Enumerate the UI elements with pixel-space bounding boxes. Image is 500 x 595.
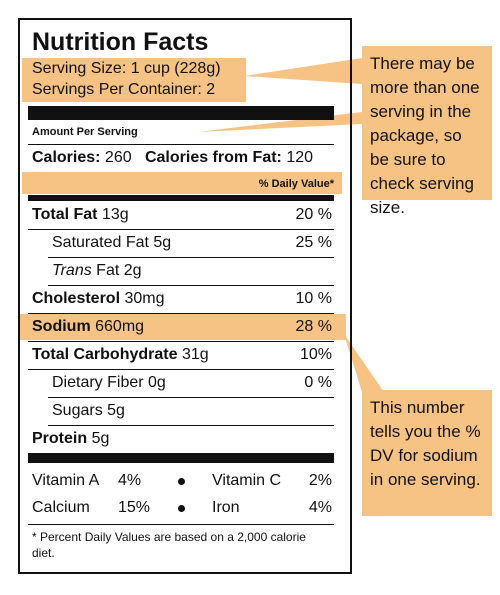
amount-per-serving: Amount Per Serving	[32, 126, 138, 138]
thick-rule	[28, 453, 334, 463]
nutrient-row: Protein 5g	[32, 430, 109, 448]
nutrient-amount: 31g	[181, 346, 209, 363]
nutrient-name: Total Carbohydrate	[32, 346, 178, 363]
calories-value: 260	[104, 149, 132, 166]
nutrient-dv: 20 %	[295, 206, 332, 223]
nutrient-amount: 5g	[153, 234, 172, 251]
rule	[48, 425, 334, 426]
thick-rule	[28, 195, 334, 201]
rule	[28, 313, 334, 314]
vitamin-name: Calcium	[32, 499, 90, 516]
callout: There may be more than one serving in th…	[362, 46, 492, 217]
rule	[28, 229, 334, 230]
nutrient-row: Saturated Fat 5g	[52, 234, 171, 252]
callout: This number tells you the % DV for sodiu…	[362, 390, 492, 516]
nutrient-dv: 10 %	[295, 290, 332, 307]
nutrient-name: Total Fat	[32, 206, 98, 223]
nutrient-row: Trans Fat 2g	[52, 262, 142, 280]
calories-label: Calories:	[32, 149, 101, 166]
servings-per-container: Servings Per Container: 2	[32, 81, 216, 98]
nutrient-name: Saturated Fat	[52, 234, 149, 251]
nutrient-amount: 2g	[123, 262, 142, 279]
vitamin-dv: 4%	[308, 499, 332, 516]
rule	[48, 257, 334, 258]
dv-band	[22, 172, 342, 194]
nutrient-row: Dietary Fiber 0g	[52, 374, 166, 392]
nutrient-name: Dietary Fiber	[52, 374, 144, 391]
nutrient-amount: 5g	[107, 402, 125, 419]
vitamin-name: Vitamin A	[32, 472, 100, 489]
serving-highlight	[22, 58, 246, 102]
label-frame	[18, 18, 352, 574]
vitamin-name: Iron	[212, 499, 240, 516]
vitamin-dv: 15%	[118, 499, 151, 516]
bullet	[178, 478, 185, 485]
nutrient-italic: Trans	[52, 262, 92, 279]
nutrient-row: Cholesterol 30mg	[32, 290, 165, 308]
thick-rule	[28, 106, 334, 120]
nutrient-name: Sugars	[52, 402, 103, 419]
nutrient-row: Total Fat 13g	[32, 206, 129, 224]
pointer	[244, 58, 362, 84]
vitamin-dv: 2%	[308, 472, 332, 489]
nutrient-name: Fat	[96, 262, 120, 279]
pointer	[344, 334, 384, 392]
nutrient-row: Sodium 660mg	[32, 318, 144, 336]
rule	[48, 285, 334, 286]
nutrient-name: Protein	[32, 430, 88, 447]
vitamin-name: Vitamin C	[212, 472, 282, 489]
nutrient-dv: 28 %	[295, 318, 332, 335]
calories-row: Calories: 260 Calories from Fat: 120	[32, 149, 313, 167]
nutrient-name: Sodium	[32, 318, 91, 335]
nutrient-row: Sugars 5g	[52, 402, 125, 420]
title: Nutrition Facts	[32, 28, 209, 56]
nutrient-row: Total Carbohydrate 31g	[32, 346, 209, 364]
rule	[28, 144, 334, 145]
rule	[28, 369, 334, 370]
nutrient-dv: 10%	[299, 346, 332, 363]
nutrient-amount: 0g	[148, 374, 166, 391]
vitamin-dv: 4%	[118, 472, 142, 489]
nutrient-amount: 13g	[101, 206, 129, 223]
row-highlight	[20, 314, 346, 340]
nutrient-amount: 30mg	[124, 290, 165, 307]
nutrient-amount: 660mg	[95, 318, 145, 335]
nutrient-dv: 0 %	[304, 374, 332, 391]
rule	[28, 524, 334, 525]
serving-size: Serving Size: 1 cup (228g)	[32, 60, 221, 77]
nutrient-dv: 25 %	[295, 234, 332, 251]
nutrient-name: Cholesterol	[32, 290, 121, 307]
fat-calories-label: Calories from Fat:	[144, 149, 282, 166]
rule	[48, 397, 334, 398]
bullet	[178, 505, 185, 512]
dv-header: % Daily Value*	[258, 178, 334, 190]
rule	[28, 341, 334, 342]
fat-calories-value: 120	[286, 149, 314, 166]
footnote: * Percent Daily Values are based on a 2,…	[32, 530, 306, 560]
nutrient-amount: 5g	[91, 430, 110, 447]
